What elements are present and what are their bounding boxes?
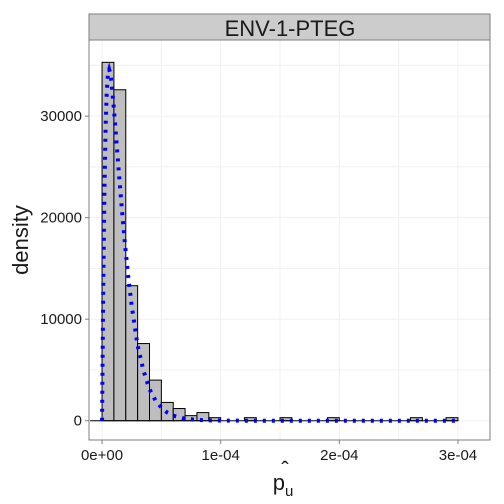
histogram-bar (125, 285, 139, 422)
y-tick-label: 0 (74, 413, 82, 430)
facet-label: ENV-1-PTEG (225, 16, 356, 41)
density-curve-line (100, 62, 458, 423)
histogram-bar (101, 61, 115, 422)
facet-strip (88, 13, 491, 41)
y-axis: 0 10000 20000 30000 (40, 108, 89, 430)
density-curve (100, 62, 458, 423)
y-tick-label: 20000 (40, 210, 82, 227)
panel-border (88, 39, 491, 441)
histogram-bar (149, 379, 162, 422)
x-axis: 0e+00 1e-04 2e-04 3e-04 (81, 440, 477, 464)
x-tick-label: 0e+00 (81, 447, 123, 464)
y-tick-label: 10000 (40, 311, 82, 328)
x-tick-label: 2e-04 (320, 447, 358, 464)
histogram-bar (196, 412, 210, 422)
x-axis-title-subscript: u (285, 483, 293, 500)
x-axis-title-hat: ˆ (281, 457, 289, 482)
x-tick-label: 1e-04 (202, 447, 240, 464)
x-axis-title-base: p (273, 470, 285, 495)
histogram-bar (113, 89, 127, 422)
y-tick-label: 30000 (40, 108, 82, 125)
x-tick-label: 3e-04 (439, 447, 477, 464)
plot-panel (89, 40, 490, 440)
x-axis-title: pu (273, 470, 294, 500)
y-axis-title: density (8, 205, 33, 275)
